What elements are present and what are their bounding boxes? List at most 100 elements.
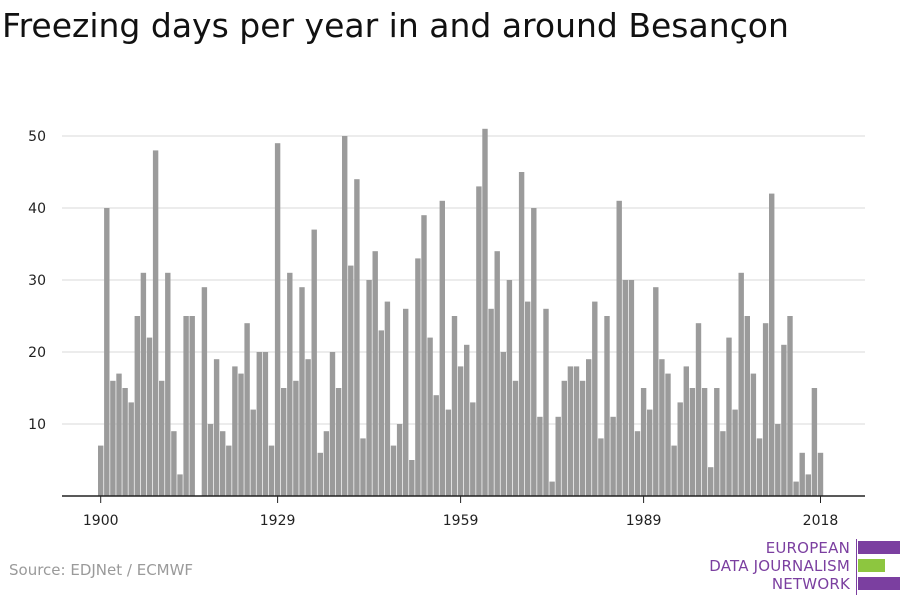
x-tick-label: 1900 (83, 513, 119, 529)
bar-1974 (549, 481, 555, 496)
bar-1984 (610, 416, 616, 496)
bar-2013 (787, 316, 793, 496)
logo-green-bar (858, 559, 885, 572)
bar-2016 (805, 474, 811, 496)
bar-1950 (403, 308, 409, 496)
bar-1978 (573, 366, 580, 496)
bar-1976 (561, 380, 567, 496)
bar-1996 (683, 366, 689, 496)
logo-purple-bar-bottom (858, 577, 900, 590)
bar-1992 (659, 359, 665, 496)
bar-1907 (140, 272, 147, 496)
bar-1902 (110, 380, 116, 496)
bar-1987 (628, 280, 635, 496)
bar-1962 (476, 186, 482, 496)
bar-2012 (781, 344, 787, 496)
bar-1944 (366, 280, 372, 496)
bar-1961 (470, 402, 476, 496)
source-note: Source: EDJNet / ECMWF (9, 561, 194, 579)
bar-1919 (213, 359, 220, 496)
logo-line-1: EUROPEAN (765, 539, 850, 557)
bar-1910 (159, 380, 165, 496)
y-tick-label: 50 (28, 129, 46, 145)
bar-2001 (714, 388, 720, 496)
bar-1951 (409, 460, 415, 496)
bar-1973 (543, 308, 549, 496)
bar-1995 (677, 402, 683, 496)
bar-1939 (335, 388, 342, 496)
bar-1980 (586, 359, 592, 496)
bar-1900 (98, 445, 104, 496)
bar-1981 (592, 301, 598, 496)
bar-1955 (433, 395, 439, 496)
chart-title: Freezing days per year in and around Bes… (2, 6, 789, 45)
bar-1930 (281, 388, 287, 496)
bar-1952 (415, 258, 421, 496)
bar-1991 (653, 287, 659, 496)
bar-1988 (634, 431, 641, 496)
bar-1911 (165, 272, 171, 496)
bar-1967 (506, 280, 513, 496)
bar-1959 (457, 366, 464, 496)
bar-1949 (396, 424, 403, 496)
bar-2007 (750, 373, 757, 496)
bar-2004 (732, 409, 738, 496)
bar-1997 (689, 388, 696, 496)
x-tick-label: 2018 (803, 513, 839, 529)
bar-1971 (531, 208, 537, 496)
x-axis-ticks: 1900 1929 1959 1989 2018 (83, 496, 838, 529)
bar-2006 (744, 316, 750, 496)
bar-1938 (329, 352, 336, 496)
bar-1927 (262, 352, 269, 496)
bar-1993 (665, 373, 671, 496)
bar-1986 (622, 280, 628, 496)
bar-1964 (488, 308, 494, 496)
bar-1925 (250, 409, 256, 496)
bar-2000 (708, 467, 714, 496)
bar-1921 (226, 445, 232, 496)
bar-1914 (183, 316, 189, 496)
logo-divider (856, 539, 857, 595)
bar-2010 (769, 193, 775, 496)
bar-2002 (720, 431, 726, 496)
bar-2014 (793, 481, 799, 496)
bar-1934 (305, 359, 311, 496)
bar-1948 (390, 445, 397, 496)
bar-2009 (762, 323, 769, 496)
bar-2008 (756, 438, 763, 496)
bar-1970 (525, 301, 531, 496)
bar-1920 (220, 431, 226, 496)
bar-1936 (317, 452, 323, 496)
bar-1985 (616, 200, 622, 497)
bar-2017 (811, 388, 818, 496)
bar-1906 (134, 316, 140, 496)
edjnet-logo: EUROPEAN DATA JOURNALISM NETWORK (700, 539, 900, 595)
x-tick-label: 1959 (443, 513, 479, 529)
bar-1956 (439, 200, 445, 497)
bar-1903 (116, 373, 122, 496)
bar-2011 (775, 424, 781, 496)
x-tick-label: 1929 (260, 513, 296, 529)
bar-1994 (671, 445, 677, 496)
y-tick-label: 20 (28, 345, 46, 361)
bar-1918 (207, 424, 214, 496)
bar-1935 (311, 229, 317, 496)
bar-1917 (201, 287, 208, 496)
bar-1960 (464, 344, 470, 496)
logo-line-3: NETWORK (771, 575, 850, 593)
bar-1957 (445, 409, 452, 496)
bar-1989 (640, 388, 647, 496)
bar-1905 (128, 402, 134, 496)
logo-line-2: DATA JOURNALISM (709, 557, 850, 575)
bar-1998 (695, 323, 702, 496)
bar-1942 (354, 179, 360, 496)
bar-2003 (726, 337, 732, 496)
bar-1969 (518, 172, 525, 496)
bar-1953 (421, 215, 427, 496)
bar-1922 (232, 366, 238, 496)
bar-1901 (104, 208, 110, 496)
bar-1904 (122, 388, 128, 496)
bar-1958 (451, 316, 458, 496)
y-tick-label: 10 (28, 417, 46, 433)
